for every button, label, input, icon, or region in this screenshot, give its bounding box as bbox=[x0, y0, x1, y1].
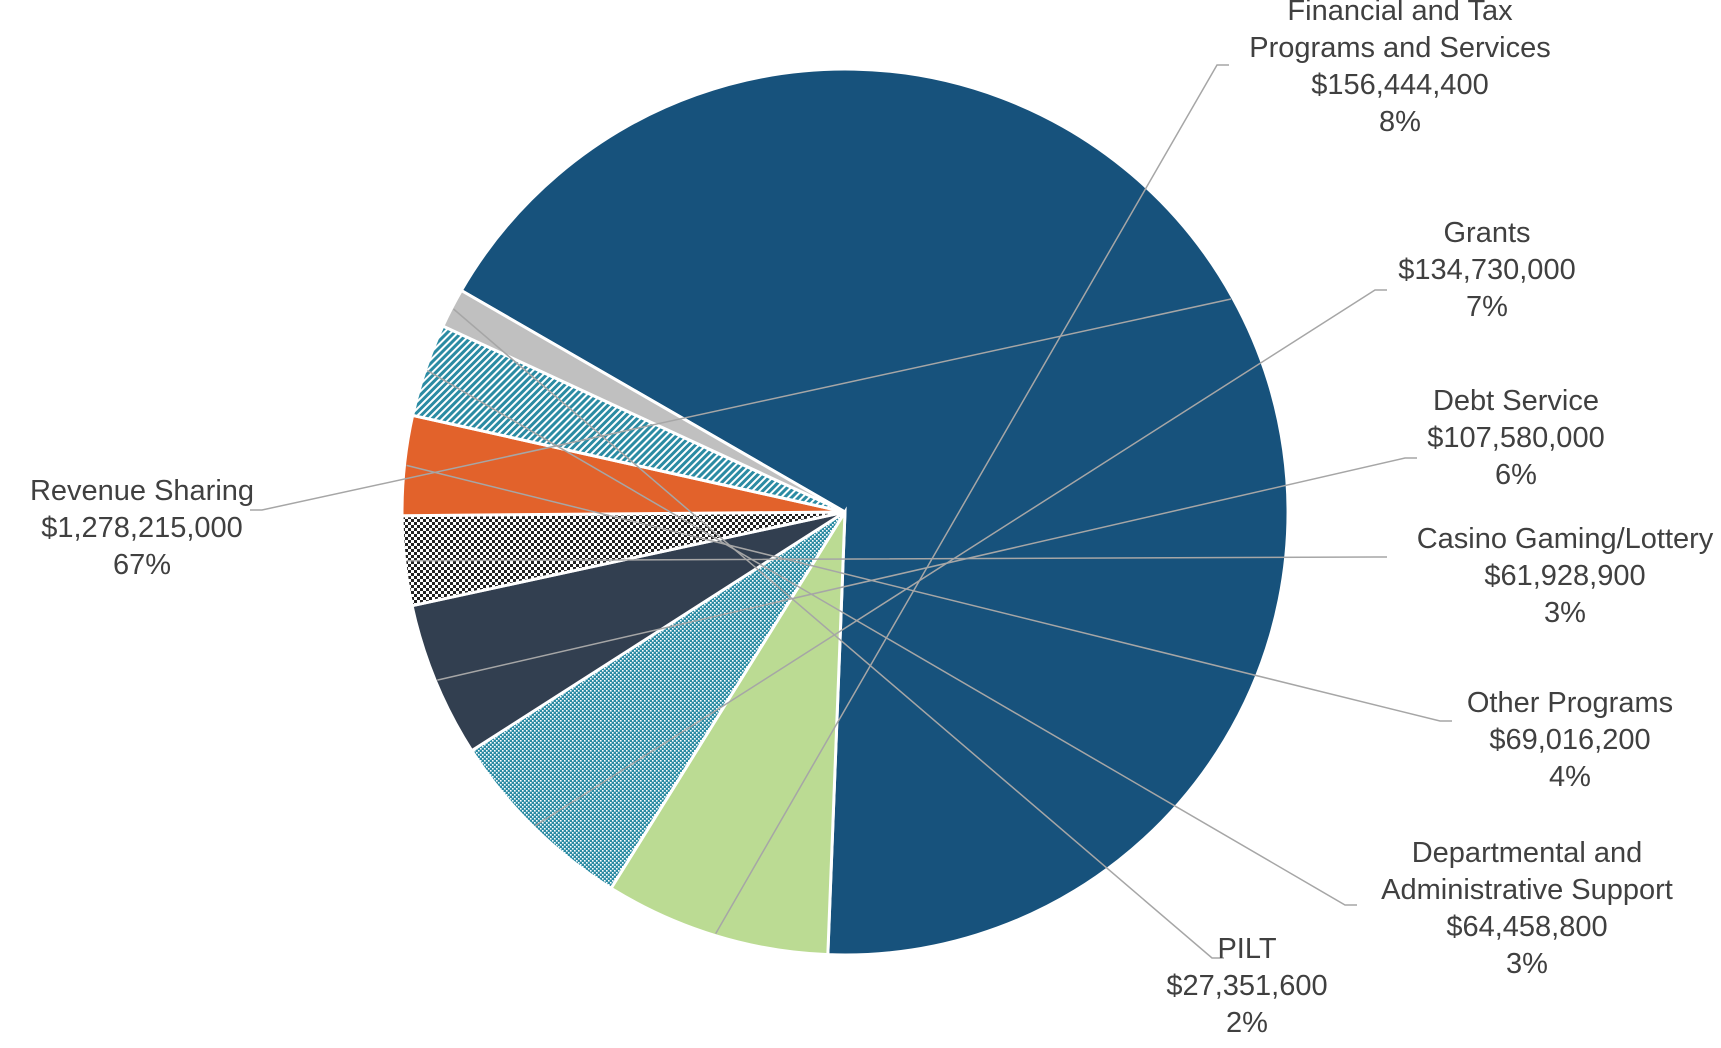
leader-line-casino-gaming-lottery bbox=[406, 556, 1387, 562]
slice-label-name: Departmental and bbox=[1412, 837, 1643, 869]
slice-label-value: $156,444,400 bbox=[1311, 69, 1488, 101]
slice-label-name: Revenue Sharing bbox=[30, 475, 254, 507]
svg-text:Casino Gaming/Lottery$61,928,9: Casino Gaming/Lottery $61,928,900 3% bbox=[1417, 523, 1714, 629]
slice-label-percent: 67% bbox=[113, 549, 171, 581]
leader-line-financial-and-tax-programs-and-services bbox=[715, 64, 1229, 934]
slice-label-name: Financial and Tax bbox=[1287, 0, 1513, 27]
slice-label-name: PILT bbox=[1217, 933, 1276, 965]
slice-label-percent: 2% bbox=[1226, 1007, 1268, 1039]
slice-labels: Revenue Sharing $1,278,215,000 67% Financia… bbox=[30, 0, 1714, 1039]
pie-slice-pilt bbox=[440, 288, 846, 514]
slice-label-percent: 3% bbox=[1544, 597, 1586, 629]
slice-label-value: $107,580,000 bbox=[1427, 422, 1604, 454]
pie-slice-grants bbox=[469, 510, 847, 891]
slice-label-percent: 8% bbox=[1379, 106, 1421, 138]
slice-label-value: $69,016,200 bbox=[1489, 724, 1650, 756]
slice-label-percent: 3% bbox=[1506, 948, 1548, 980]
leader-line-pilt bbox=[453, 308, 1224, 959]
leader-lines bbox=[250, 64, 1452, 959]
pie-slice-revenue-sharing bbox=[459, 67, 1290, 957]
slice-label-percent: 7% bbox=[1466, 291, 1508, 323]
slice-label-name: Programs and Services bbox=[1249, 32, 1550, 64]
slice-label-percent: 4% bbox=[1549, 761, 1591, 793]
leader-line-grants bbox=[534, 289, 1387, 827]
data-label-debt-service: Debt Service $107,580,000 6% bbox=[1427, 385, 1604, 491]
data-label-other-programs: Other Programs $69,016,200 4% bbox=[1467, 687, 1673, 793]
data-label-departmental-and-administrative-support: Departmental and Administrative Support $6… bbox=[1381, 837, 1673, 980]
slice-label-value: $64,458,800 bbox=[1446, 911, 1607, 943]
data-label-revenue-sharing: Revenue Sharing $1,278,215,000 67% bbox=[30, 475, 254, 581]
leader-line-debt-service bbox=[437, 457, 1417, 681]
pie-slice-debt-service bbox=[410, 510, 846, 753]
slice-label-value: $1,278,215,000 bbox=[41, 512, 243, 544]
data-label-casino-gaming-lottery: Casino Gaming/Lottery $61,928,900 3% bbox=[1417, 523, 1714, 629]
slice-label-value: $27,351,600 bbox=[1166, 970, 1327, 1002]
data-label-financial-and-tax-programs-and-services: Financial and Tax Programs and Services $1… bbox=[1249, 0, 1550, 138]
slice-label-name: Administrative Support bbox=[1381, 874, 1673, 906]
slice-label-name: Other Programs bbox=[1467, 687, 1673, 719]
pie-slices bbox=[400, 67, 1290, 957]
data-label-grants: Grants $134,730,000 7% bbox=[1398, 217, 1575, 323]
slice-label-value: $61,928,900 bbox=[1484, 560, 1645, 592]
slice-label-value: $134,730,000 bbox=[1398, 254, 1575, 286]
slice-label-name: Grants bbox=[1443, 217, 1530, 249]
slice-label-percent: 6% bbox=[1495, 459, 1537, 491]
slice-label-name: Debt Service bbox=[1433, 385, 1599, 417]
pie-slice-financial-and-tax-programs-and-services bbox=[609, 506, 847, 957]
leader-line-other-programs bbox=[406, 464, 1452, 722]
data-label-pilt: PILT $27,351,600 2% bbox=[1166, 933, 1327, 1039]
leader-line-revenue-sharing bbox=[250, 298, 1232, 511]
slice-label-name: Casino Gaming/Lottery bbox=[1417, 523, 1714, 555]
